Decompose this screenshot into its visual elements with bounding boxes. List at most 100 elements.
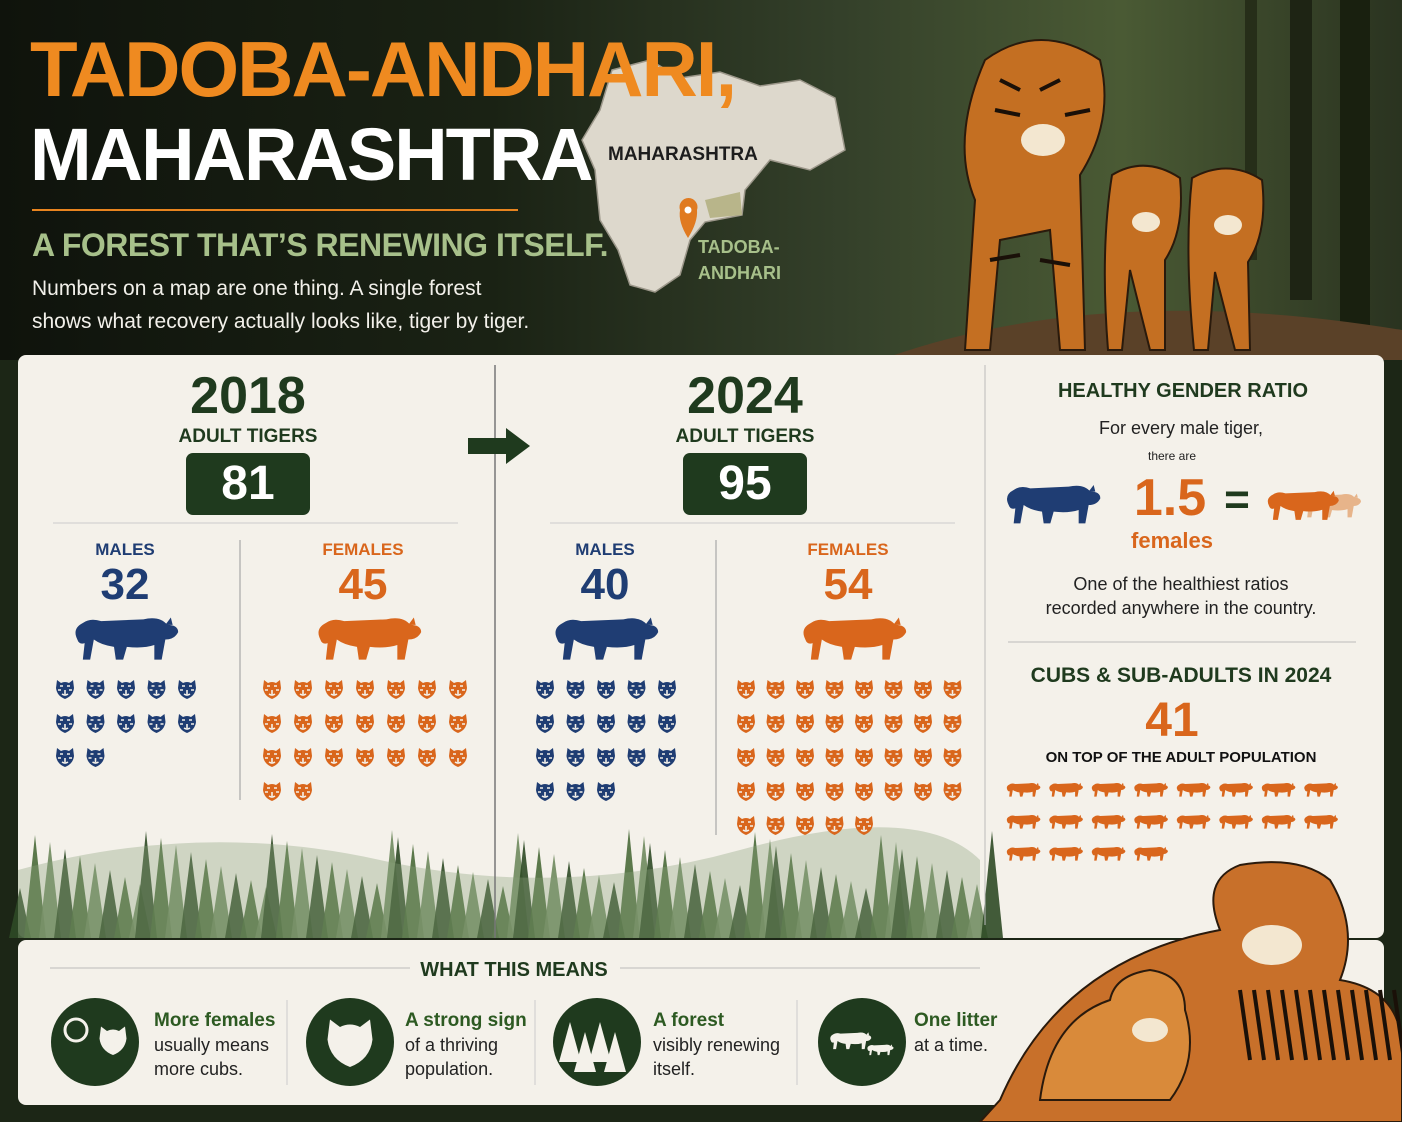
male-icon: [535, 679, 555, 700]
cub-icon: [1134, 814, 1168, 829]
tree: [261, 834, 283, 938]
female-icon: [293, 679, 313, 700]
decoration: [989, 78, 1091, 267]
tree: [795, 860, 817, 938]
tree: [54, 849, 76, 938]
female-icon: [913, 713, 933, 734]
tree: [870, 835, 892, 938]
stripe: [1308, 989, 1322, 1061]
tree: [336, 869, 358, 938]
decoration: [1340, 0, 1370, 330]
male-icon: [535, 747, 555, 768]
icon-glyph: [63, 1017, 89, 1043]
female-icon: [942, 679, 963, 700]
cub-icon: [1176, 782, 1211, 797]
female-icon: [795, 679, 815, 700]
tree: [39, 842, 61, 938]
tree: [306, 855, 328, 938]
cub-icon: [1091, 846, 1126, 861]
male-icon: [565, 679, 586, 700]
tree: [402, 844, 424, 938]
male-icon: [55, 747, 75, 768]
cub-icon: [1049, 846, 1083, 861]
tree: [417, 851, 439, 938]
cub-icon: [1091, 782, 1126, 797]
decoration: [1290, 0, 1312, 300]
female-icon: [736, 713, 756, 734]
meaning-title: WHAT THIS MEANS: [420, 959, 608, 981]
tree: [825, 874, 847, 938]
female-icon: [355, 679, 375, 700]
tree: [447, 865, 469, 938]
forest-photo: [880, 0, 1402, 360]
item-heading: A forest: [653, 1010, 725, 1031]
males-count: 40: [580, 560, 630, 609]
males-label: MALES: [575, 540, 635, 559]
tree: [24, 835, 46, 938]
male-icon: [116, 679, 136, 700]
female-icon: [324, 679, 344, 700]
adult-label: ADULT TIGERS: [675, 426, 815, 447]
muzzle: [1132, 1018, 1168, 1042]
female-icon: [417, 679, 437, 700]
male-icon: [565, 781, 586, 802]
adult-label: ADULT TIGERS: [178, 426, 318, 447]
male-icon: [85, 713, 106, 734]
female-icon: [883, 713, 904, 734]
female-icon: [262, 781, 282, 802]
females-label: FEMALES: [322, 540, 404, 559]
cub-icon: [1049, 782, 1083, 797]
female-icon: [795, 713, 815, 734]
cub-icon: [1219, 814, 1253, 829]
ratio-title: HEALTHY GENDER RATIO: [1057, 380, 1309, 402]
decoration: [880, 310, 1402, 360]
male-icon: [85, 679, 106, 700]
tree: [210, 866, 232, 938]
tree: [513, 840, 535, 938]
tree: [981, 831, 1003, 938]
male-icon: [657, 713, 677, 734]
female-icon: [824, 781, 845, 802]
ratio-unit: females: [1131, 528, 1213, 553]
female-icon: [854, 679, 874, 700]
cub-icon: [1134, 782, 1168, 797]
male-icon: [535, 781, 555, 802]
year: 2018: [190, 367, 306, 425]
decoration: [963, 39, 1265, 351]
female-silhouette: [803, 617, 907, 660]
item-heading: A strong sign: [405, 1010, 527, 1031]
tree: [462, 872, 484, 938]
male-silhouette: [1007, 485, 1101, 524]
decoration: [1187, 167, 1265, 351]
ratio-value: 1.5: [1133, 469, 1207, 527]
map-reserve-label: TADOBA-: [698, 237, 780, 257]
tree: [150, 838, 172, 938]
stripe: [1350, 989, 1364, 1061]
decoration: [1021, 124, 1065, 156]
subtitle: A FOREST THAT’S RENEWING ITSELF.: [32, 227, 609, 263]
tree: [69, 856, 91, 938]
hills: [18, 827, 980, 938]
male-silhouette: [555, 617, 659, 660]
year: 2024: [687, 367, 803, 425]
female-icon: [448, 747, 468, 768]
tree: [195, 859, 217, 938]
tree: [558, 861, 580, 938]
female-icon: [854, 713, 874, 734]
male-icon: [146, 679, 167, 700]
tree: [387, 837, 409, 938]
tree: [573, 868, 595, 938]
tree: [780, 853, 802, 938]
tiger-photo: [978, 861, 1402, 1122]
tree: [588, 875, 610, 938]
female-icon: [355, 747, 375, 768]
cubs-note: ON TOP OF THE ADULT POPULATION: [1045, 749, 1317, 766]
item-text: more cubs.: [154, 1059, 244, 1079]
tree: [99, 870, 121, 938]
tree: [840, 881, 862, 938]
decoration: [705, 192, 742, 218]
muzzle: [1242, 925, 1302, 965]
decoration: [1103, 164, 1182, 351]
